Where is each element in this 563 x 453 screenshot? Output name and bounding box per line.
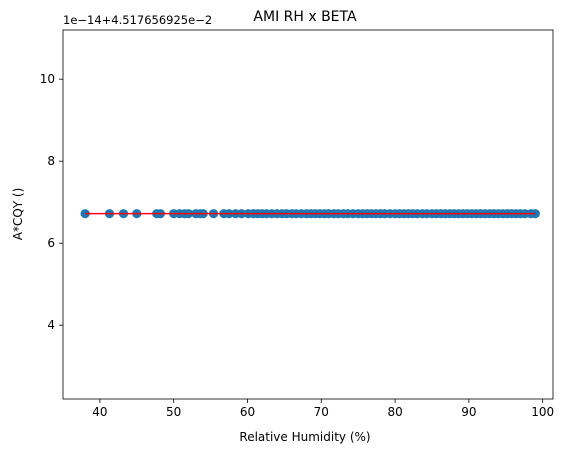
x-tick-label: 40 bbox=[92, 405, 107, 419]
x-tick-label: 80 bbox=[387, 405, 402, 419]
chart-title: AMI RH x BETA bbox=[253, 9, 357, 25]
plot-frame bbox=[62, 29, 554, 400]
y-axis-label: A*CQY () bbox=[11, 188, 25, 241]
x-axis-ticks: 40 50 60 70 80 90 100 bbox=[92, 399, 554, 419]
y-axis-ticks: 4 6 8 10 bbox=[40, 72, 63, 332]
x-axis-label: Relative Humidity (%) bbox=[239, 430, 370, 444]
x-tick-label: 90 bbox=[461, 405, 476, 419]
x-tick-label: 60 bbox=[240, 405, 255, 419]
x-tick-label: 70 bbox=[314, 405, 329, 419]
data-marks bbox=[80, 209, 540, 219]
y-axis-offset-label: 1e−14+4.517656925e−2 bbox=[63, 13, 212, 27]
data-point bbox=[530, 209, 540, 219]
y-tick-label: 6 bbox=[47, 236, 55, 250]
x-tick-label: 50 bbox=[166, 405, 181, 419]
y-tick-label: 4 bbox=[47, 318, 55, 332]
y-tick-label: 10 bbox=[40, 72, 55, 86]
y-tick-label: 8 bbox=[47, 154, 55, 168]
x-tick-label: 100 bbox=[531, 405, 554, 419]
